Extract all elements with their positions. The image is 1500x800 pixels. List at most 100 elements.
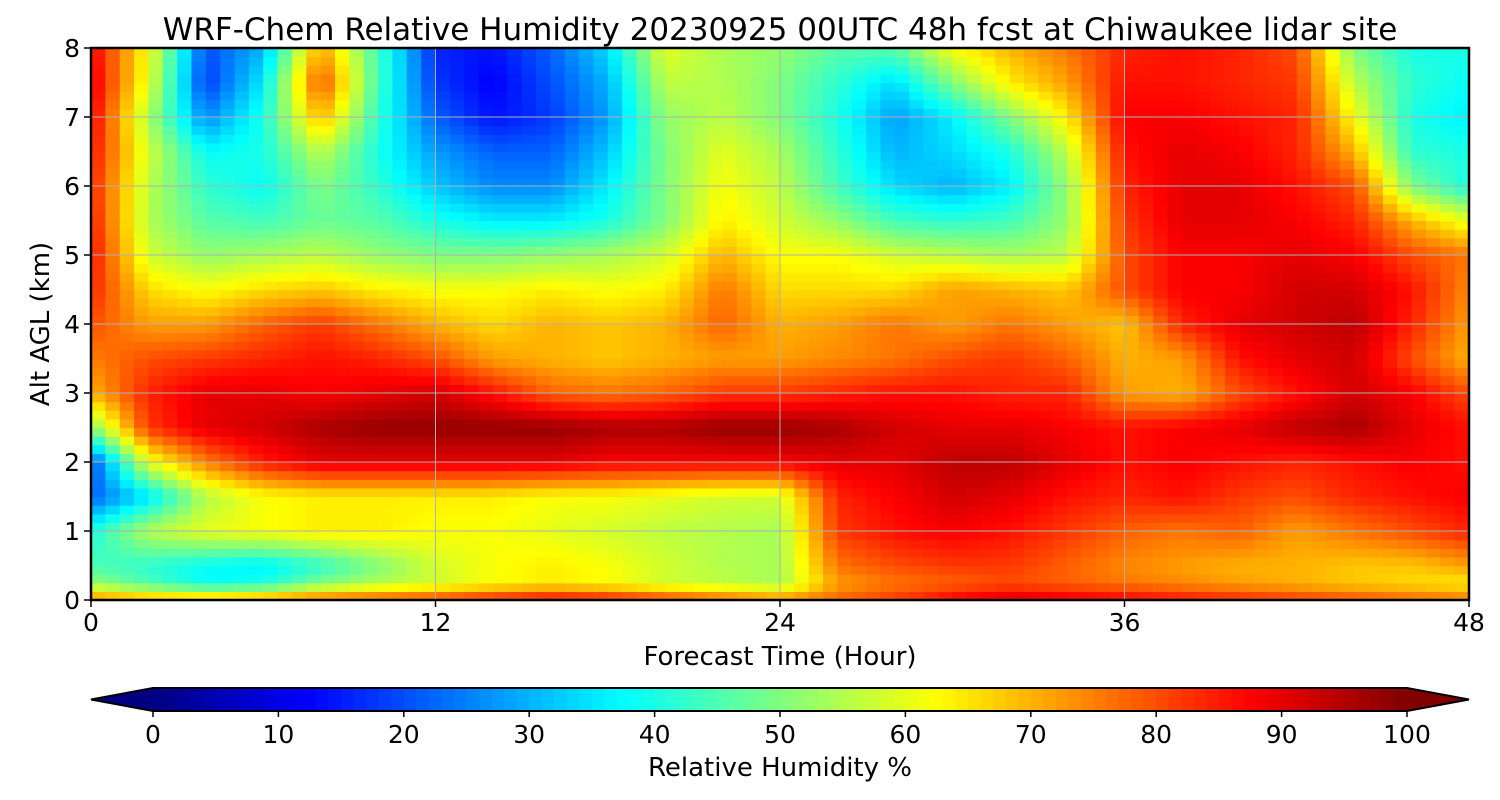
heatmap-cell (1239, 479, 1255, 489)
heatmap-cell (335, 194, 350, 204)
heatmap-cell (277, 522, 293, 532)
heatmap-cell (349, 177, 365, 187)
heatmap-cell (1138, 220, 1154, 230)
heatmap-cell (1181, 401, 1197, 411)
heatmap-cell (550, 453, 566, 463)
heatmap-cell (823, 324, 839, 334)
heatmap-cell (162, 177, 178, 187)
heatmap-cell (1124, 582, 1140, 592)
heatmap-cell (535, 418, 551, 429)
heatmap-cell (780, 160, 795, 170)
heatmap-cell (492, 548, 508, 558)
heatmap-cell (363, 574, 379, 584)
heatmap-cell (105, 263, 121, 273)
heatmap-cell (593, 505, 609, 515)
heatmap-cell (1382, 237, 1398, 247)
heatmap-cell (966, 591, 982, 600)
heatmap-cell (794, 151, 810, 161)
heatmap-cell (1397, 487, 1413, 498)
heatmap-cell (564, 591, 580, 600)
heatmap-cell (622, 375, 638, 385)
heatmap-cell (1067, 186, 1083, 196)
heatmap-cell (1181, 160, 1197, 170)
heatmap-cell (349, 565, 365, 575)
heatmap-cell (1325, 522, 1341, 532)
heatmap-cell (263, 160, 279, 170)
heatmap-cell (535, 522, 551, 532)
heatmap-cell (1052, 280, 1068, 291)
heatmap-cell (1153, 237, 1169, 247)
heatmap-cell (119, 280, 135, 291)
heatmap-cell (521, 315, 537, 325)
heatmap-cell (291, 186, 307, 196)
heatmap-cell (1411, 479, 1427, 489)
heatmap-cell (1067, 418, 1083, 429)
heatmap-cell (1454, 444, 1469, 454)
heatmap-cell (291, 306, 307, 316)
heatmap-cell (464, 160, 480, 170)
heatmap-cell (134, 453, 150, 463)
heatmap-cell (1153, 487, 1169, 498)
heatmap-cell (478, 220, 494, 230)
heatmap-cell (937, 186, 953, 196)
heatmap-cell (492, 505, 508, 515)
heatmap-cell (1325, 367, 1341, 377)
heatmap-cell (1067, 168, 1083, 178)
heatmap-cell (1440, 168, 1456, 178)
heatmap-cell (1095, 401, 1111, 411)
heatmap-cell (162, 315, 178, 325)
heatmap-cell (363, 496, 379, 506)
heatmap-cell (306, 177, 322, 187)
heatmap-cell (808, 203, 824, 213)
heatmap-cell (1454, 229, 1469, 239)
heatmap-cell (636, 444, 652, 454)
heatmap-cell (291, 522, 307, 532)
heatmap-cell (909, 548, 925, 558)
heatmap-cell (1325, 505, 1341, 515)
heatmap-cell (1440, 453, 1456, 463)
heatmap-cell (679, 548, 695, 558)
heatmap-cell (966, 186, 982, 196)
heatmap-cell (507, 255, 523, 265)
heatmap-cell (952, 367, 968, 377)
heatmap-cell (1067, 410, 1083, 420)
heatmap-cell (220, 263, 236, 273)
heatmap-cell (966, 315, 982, 325)
heatmap-cell (507, 401, 523, 411)
heatmap-cell (579, 358, 594, 368)
heatmap-cell (1224, 349, 1240, 360)
heatmap-cell (1325, 203, 1341, 213)
heatmap-cell (894, 280, 910, 291)
heatmap-cell (1067, 151, 1083, 161)
heatmap-cell (191, 556, 207, 567)
heatmap-cell (937, 341, 953, 351)
heatmap-cell (1440, 220, 1456, 230)
heatmap-cell (148, 462, 164, 472)
heatmap-cell (421, 280, 437, 291)
heatmap-cell (492, 186, 508, 196)
heatmap-cell (736, 203, 752, 213)
heatmap-cell (837, 427, 853, 437)
heatmap-cell (579, 565, 594, 575)
heatmap-cell (1454, 591, 1469, 600)
heatmap-cell (1354, 393, 1370, 403)
heatmap-cell (1081, 401, 1097, 411)
heatmap-cell (1425, 565, 1441, 575)
heatmap-cell (248, 177, 264, 187)
heatmap-cell (464, 246, 480, 256)
heatmap-cell (119, 255, 135, 265)
heatmap-cell (320, 522, 336, 532)
heatmap-cell (91, 462, 106, 472)
heatmap-cell (607, 479, 623, 489)
heatmap-cell (1339, 151, 1355, 161)
heatmap-cell (995, 453, 1011, 463)
heatmap-cell (335, 548, 350, 558)
heatmap-cell (220, 358, 236, 368)
heatmap-cell (851, 168, 867, 178)
heatmap-cell (378, 513, 394, 523)
heatmap-cell (636, 237, 652, 247)
heatmap-cell (378, 289, 394, 299)
heatmap-cell (708, 263, 724, 273)
heatmap-cell (392, 444, 408, 454)
heatmap-cell (751, 531, 767, 541)
